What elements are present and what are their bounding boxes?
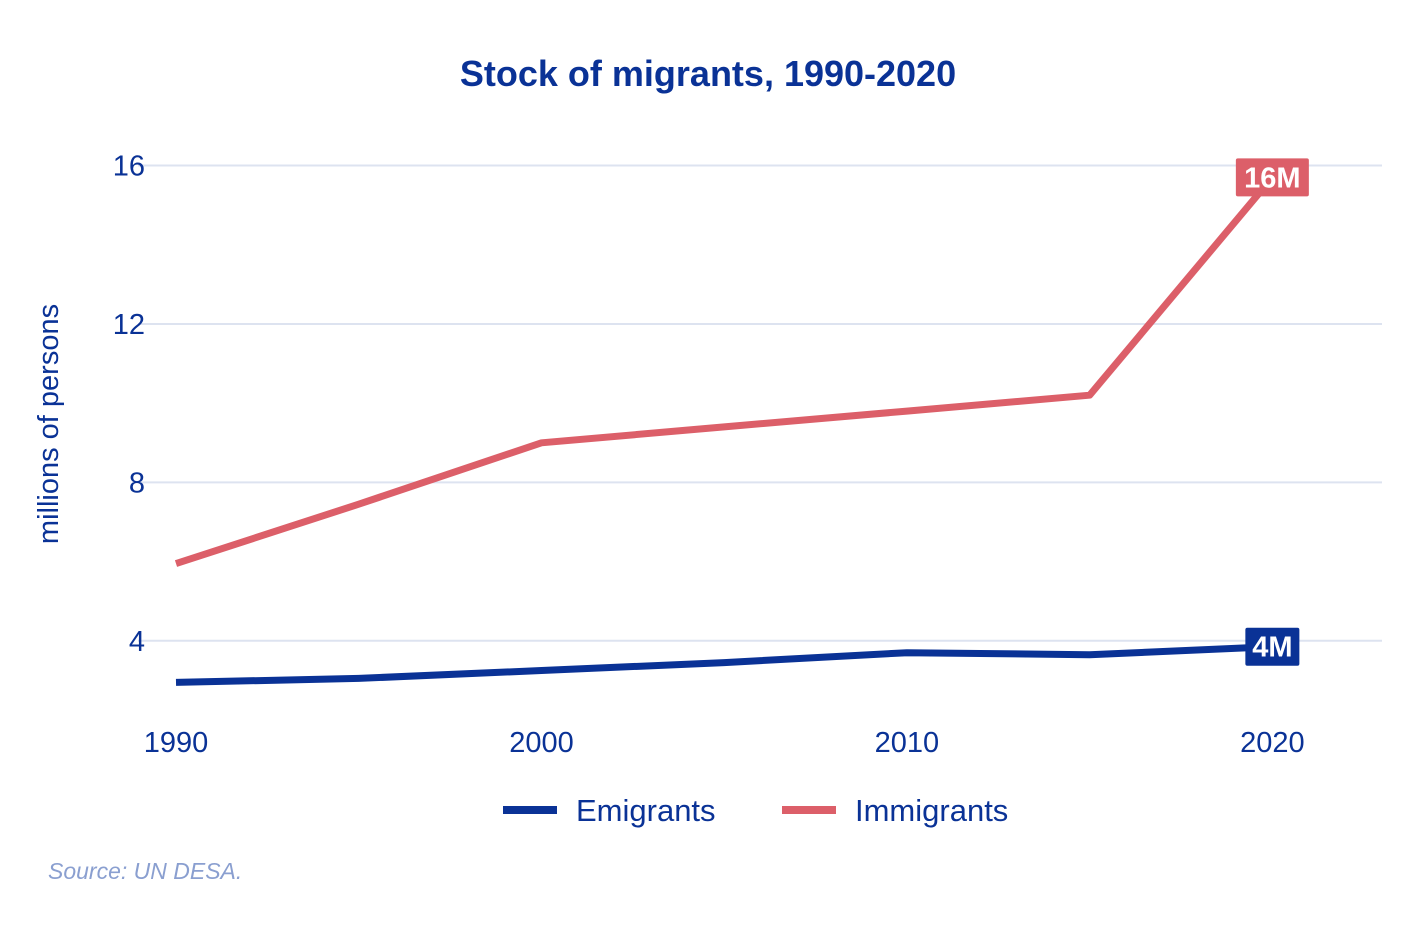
source-note: Source: UN DESA. — [48, 858, 242, 884]
gridlines — [138, 164, 1382, 642]
legend-label: Emigrants — [576, 793, 716, 828]
x-tick-label: 1990 — [144, 727, 209, 759]
y-tick-label: 16 — [113, 151, 145, 183]
series-line-emigrants — [175, 643, 1273, 686]
chart-title: Stock of migrants, 1990-2020 — [460, 53, 956, 94]
end-label-text: 4M — [1252, 632, 1292, 664]
series-line-immigrants — [174, 175, 1276, 567]
series-lines — [174, 175, 1276, 686]
x-axis-ticks: 1990 2000 2010 2020 — [144, 727, 1305, 759]
x-tick-label: 2000 — [509, 727, 574, 759]
y-tick-label: 8 — [129, 467, 145, 499]
end-label-text: 16M — [1244, 162, 1300, 194]
legend: Emigrants Immigrants — [503, 793, 1008, 828]
end-label-immigrants: 16M — [1235, 158, 1309, 197]
end-labels: 4M 16M — [1235, 158, 1309, 666]
y-tick-label: 12 — [113, 309, 145, 341]
y-axis-ticks: 4 8 12 16 — [113, 151, 145, 658]
end-label-box — [1235, 158, 1309, 197]
end-label-box — [1245, 627, 1300, 666]
legend-item-immigrants: Immigrants — [782, 793, 1008, 828]
y-tick-label: 4 — [129, 626, 145, 658]
y-axis-label: millions of persons — [33, 304, 65, 544]
x-tick-label: 2010 — [875, 727, 940, 759]
x-tick-label: 2020 — [1240, 727, 1305, 759]
end-label-emigrants: 4M — [1245, 627, 1300, 666]
legend-label: Immigrants — [855, 793, 1008, 828]
legend-item-emigrants: Emigrants — [503, 793, 716, 828]
